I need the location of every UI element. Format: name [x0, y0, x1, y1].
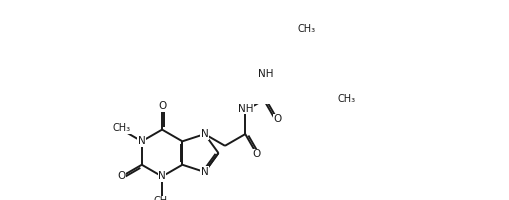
Text: N: N — [201, 129, 208, 139]
Text: O: O — [252, 149, 261, 159]
Text: N: N — [201, 167, 208, 177]
Text: N: N — [137, 136, 146, 146]
Text: NH: NH — [237, 104, 252, 114]
Text: O: O — [117, 171, 125, 181]
Text: CH₃: CH₃ — [297, 24, 315, 34]
Text: CH₃: CH₃ — [337, 94, 355, 104]
Text: O: O — [273, 114, 281, 124]
Text: CH₃: CH₃ — [112, 123, 130, 133]
Text: N: N — [158, 171, 165, 181]
Text: NH: NH — [258, 69, 273, 79]
Text: O: O — [158, 101, 166, 111]
Text: CH₃: CH₃ — [153, 196, 171, 200]
